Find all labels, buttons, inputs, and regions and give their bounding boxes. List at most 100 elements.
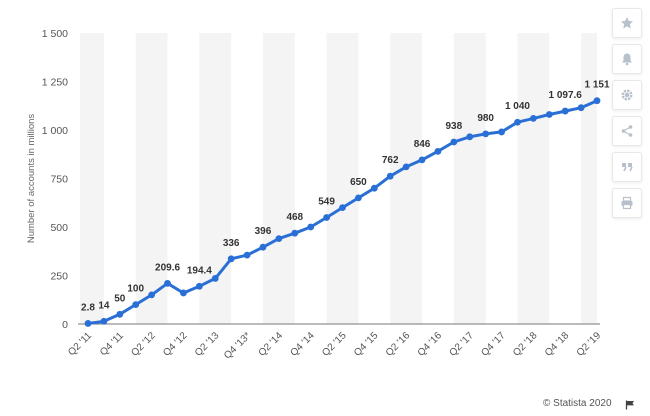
source-credit[interactable]: © Statista 2020 xyxy=(543,398,612,409)
x-tick-label: Q4 '13* xyxy=(222,330,253,361)
data-point xyxy=(148,291,156,299)
data-label: 1 097.6 xyxy=(549,90,583,101)
data-point xyxy=(418,156,426,164)
data-point xyxy=(227,255,235,263)
x-tick-label: Q4 '15 xyxy=(352,330,381,359)
data-label: 209.6 xyxy=(155,262,180,273)
x-tick-label: Q2 '12 xyxy=(129,330,158,359)
grid-band xyxy=(581,33,597,324)
data-label: 194.4 xyxy=(187,265,212,276)
data-label: 50 xyxy=(114,293,126,304)
data-point xyxy=(370,184,378,192)
data-label: 100 xyxy=(127,284,144,295)
data-point xyxy=(561,107,569,115)
data-point xyxy=(529,114,537,122)
favorite-button[interactable] xyxy=(612,8,642,38)
data-label: 1 151 xyxy=(584,80,609,91)
y-tick-label: 1 250 xyxy=(42,77,68,89)
data-label: 14 xyxy=(98,300,110,311)
x-tick-label: Q4 '12 xyxy=(161,330,190,359)
share-icon xyxy=(621,125,633,137)
x-tick-label: Q2 '15 xyxy=(320,330,349,359)
y-tick-label: 1 000 xyxy=(42,125,68,137)
notification-button[interactable] xyxy=(612,44,642,74)
data-point xyxy=(482,130,490,138)
data-point xyxy=(84,320,92,327)
data-point xyxy=(100,317,108,325)
data-label: 846 xyxy=(414,139,431,150)
y-axis-label: Number of accounts in millions xyxy=(26,114,37,244)
x-tick-label: Q2 '16 xyxy=(384,330,413,359)
data-point xyxy=(323,214,330,221)
grid-band xyxy=(262,33,295,324)
data-point xyxy=(402,163,410,171)
gear-icon xyxy=(621,89,633,101)
data-point xyxy=(434,147,442,155)
grid-band xyxy=(517,33,550,324)
data-point xyxy=(116,310,124,318)
data-point xyxy=(593,97,601,105)
x-tick-label: Q4 '14 xyxy=(288,330,317,359)
y-tick-label: 0 xyxy=(62,319,68,331)
y-tick-label: 750 xyxy=(50,174,68,186)
cite-button[interactable] xyxy=(612,152,642,182)
flag-icon[interactable] xyxy=(625,400,635,410)
x-tick-label: Q2 '18 xyxy=(511,330,540,359)
data-label: 549 xyxy=(318,196,335,207)
data-label: 1 040 xyxy=(505,101,530,112)
data-label: 650 xyxy=(350,177,367,188)
star-icon xyxy=(621,17,633,29)
grid-band xyxy=(390,33,423,324)
print-icon xyxy=(621,196,633,210)
x-tick-label: Q4 '17 xyxy=(479,330,508,359)
x-tick-label: Q2 '13 xyxy=(193,330,222,359)
settings-button[interactable] xyxy=(612,80,642,110)
data-point xyxy=(355,194,362,202)
data-label: 336 xyxy=(223,238,240,249)
x-tick-label: Q2 '19 xyxy=(575,330,604,359)
data-point xyxy=(195,282,203,290)
data-label: 762 xyxy=(382,155,399,166)
data-point xyxy=(545,111,553,118)
x-tick-label: Q2 '11 xyxy=(66,330,94,358)
data-label: 980 xyxy=(477,113,494,124)
grid-band xyxy=(326,33,359,324)
data-label: 468 xyxy=(286,212,303,223)
data-point xyxy=(275,235,283,243)
data-label: 2.8 xyxy=(81,302,95,313)
grid-band xyxy=(453,33,486,324)
data-point xyxy=(243,251,251,259)
data-point xyxy=(211,275,219,282)
data-point xyxy=(307,223,315,231)
data-point xyxy=(164,279,171,287)
data-point xyxy=(259,243,267,251)
bell-icon xyxy=(622,53,632,66)
y-tick-label: 500 xyxy=(50,222,68,234)
grid-band xyxy=(135,33,168,324)
data-point xyxy=(514,118,521,126)
x-tick-label: Q4 '18 xyxy=(543,330,572,359)
data-point xyxy=(132,301,140,308)
data-point xyxy=(450,138,458,146)
x-tick-label: Q4 '16 xyxy=(416,330,445,359)
data-point xyxy=(577,104,585,112)
data-point xyxy=(180,289,187,297)
x-tick-label: Q2 '17 xyxy=(447,330,476,359)
data-point xyxy=(466,133,474,141)
print-button[interactable] xyxy=(612,188,642,218)
y-tick-label: 250 xyxy=(50,271,68,283)
data-point xyxy=(291,229,299,237)
data-point xyxy=(386,172,394,180)
data-label: 396 xyxy=(255,226,272,237)
quote-icon xyxy=(622,163,633,172)
x-tick-label: Q2 '14 xyxy=(257,330,286,359)
data-point xyxy=(339,204,346,212)
grid-band xyxy=(80,33,104,324)
data-label: 938 xyxy=(446,121,463,132)
data-point xyxy=(498,128,505,136)
y-tick-label: 1 500 xyxy=(42,28,68,40)
share-button[interactable] xyxy=(612,116,642,146)
sidebar-toolbar xyxy=(612,8,642,224)
x-tick-label: Q4 '11 xyxy=(98,330,126,358)
